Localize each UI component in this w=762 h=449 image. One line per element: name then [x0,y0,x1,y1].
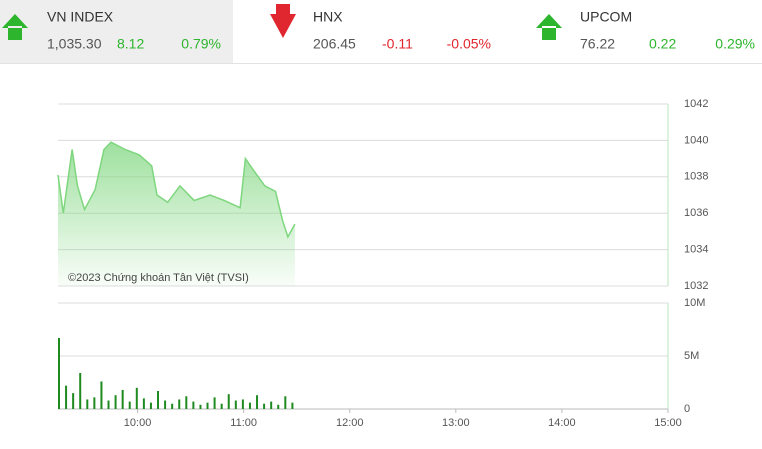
volume-bar [277,404,280,409]
volume-bar [248,402,251,409]
volume-bar [114,395,117,409]
volume-bar [241,399,244,409]
x-tick-label: 13:00 [442,417,470,429]
volume-bar [93,397,96,409]
y-tick-label: 1038 [684,171,708,183]
volume-bar [86,399,89,409]
y-tick-label: 0 [684,403,690,415]
watermark: ©2023 Chứng khoán Tân Việt (TVSI) [68,272,249,284]
volume-bar [256,395,259,409]
ticker-change: -0.11 [382,36,413,52]
x-tick-label: 12:00 [336,417,364,429]
volume-bar [65,385,68,409]
volume-bar [149,402,152,409]
ticker-value: 76.22 [580,36,615,52]
volume-bar [192,401,195,409]
ticker-name: VN INDEX [47,9,114,25]
ticker-change: 0.22 [649,36,676,52]
volume-bar [171,403,174,409]
volume-bar [135,387,138,409]
volume-bar [270,401,273,409]
ticker-percent: -0.05% [447,36,491,52]
y-tick-label: 1042 [684,98,708,110]
y-tick-label: 1040 [684,134,708,146]
selected-tile[interactable] [0,0,233,63]
volume-bar [157,390,160,409]
y-tick-label: 10M [684,297,705,309]
trend-arrow [2,14,28,40]
ticker-name: UPCOM [580,9,632,25]
volume-bar [227,394,230,409]
x-tick-label: 14:00 [548,417,576,429]
volume-bar [291,402,294,409]
volume-bar [206,402,209,409]
area-fill [58,142,295,286]
volume-bar [107,400,110,409]
y-tick-label: 1032 [684,280,708,292]
volume-bar [72,393,75,409]
trend-arrow [536,14,562,40]
ticker-value: 1,035.30 [47,36,102,52]
volume-bar [284,396,287,409]
volume-bar [185,396,188,409]
volume-bar [234,400,237,409]
ticker-percent: 0.79% [181,36,221,52]
volume-bar [100,381,103,409]
volume-bar [178,399,181,409]
volume-bar [58,337,60,409]
ticker-percent: 0.29% [715,36,755,52]
trend-arrow [270,4,296,38]
volume-bar [199,404,202,409]
x-tick-label: 10:00 [124,417,152,429]
price-line [57,141,296,239]
x-tick-label: 11:00 [230,417,257,429]
ticker-change: 8.12 [117,36,144,52]
volume-bar [79,372,82,409]
ticker-value: 206.45 [313,36,356,52]
volume-bar [213,397,216,409]
volume-bar [263,403,266,409]
y-tick-label: 1034 [684,244,708,256]
volume-bar [142,398,145,409]
volume-bar [220,403,223,409]
y-tick-label: 5M [684,350,699,362]
ticker-name: HNX [313,9,343,25]
y-tick-label: 1036 [684,207,708,219]
volume-bar [121,389,124,409]
volume-bar [164,400,167,409]
x-tick-label: 15:00 [654,417,682,429]
volume-bar [128,401,131,409]
